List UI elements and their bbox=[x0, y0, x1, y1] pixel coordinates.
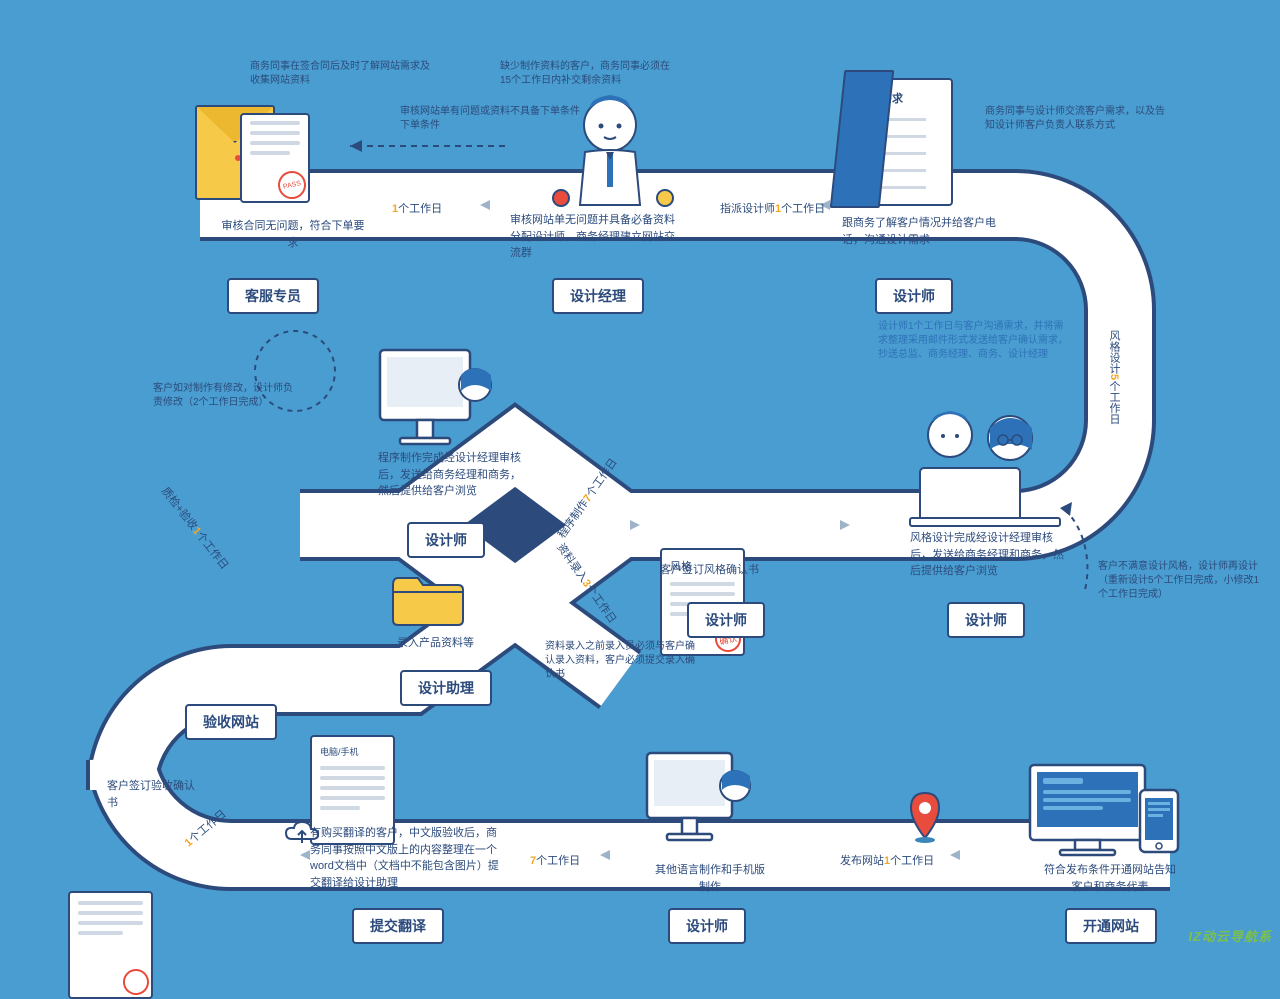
note-2: 缺少制作资料的客户，商务同事必须在15个工作日内补交剩余资料 bbox=[500, 60, 680, 88]
edge-label: 1个工作日 bbox=[392, 200, 442, 216]
desc-n4: 风格设计完成经设计经理审核后，发送给商务经理和商务，然后提供给客户浏览 bbox=[910, 530, 1065, 580]
role-n8: 提交翻译 bbox=[352, 908, 444, 944]
note-5: 客户不满意设计风格，设计师再设计（重新设计5个工作日完成，小修改1个工作日完成） bbox=[1098, 560, 1263, 602]
note-6: 客户如对制作有修改，设计师负责修改（2个工作日完成） bbox=[153, 382, 293, 410]
role-n2: 设计经理 bbox=[552, 278, 644, 314]
note-1: 审核网站单有问题或资料不具备下单条件下单条件 bbox=[400, 105, 580, 133]
note-4: 设计师1个工作日与客户沟通需求，并将需求整理采用邮件形式发送给客户确认需求，抄送… bbox=[878, 320, 1073, 362]
role-n4: 设计师 bbox=[947, 602, 1025, 638]
edge-label: 风格设计5个工作日 bbox=[1106, 330, 1122, 424]
role-n1: 客服专员 bbox=[227, 278, 319, 314]
watermark: IZ动云导航系 bbox=[1188, 926, 1272, 945]
desc-n3: 跟商务了解客户情况并给客户电话，沟通设计需求 bbox=[842, 215, 1012, 248]
role-n6b: 设计助理 bbox=[400, 670, 492, 706]
folder-illus bbox=[388, 570, 468, 635]
edge-label: 发布网站1个工作日 bbox=[840, 852, 934, 868]
role-n10: 开通网站 bbox=[1065, 908, 1157, 944]
accept-doc bbox=[68, 891, 153, 999]
desc-n6b: 录入产品资料等 bbox=[397, 635, 474, 652]
note-0: 商务同事在签合同后及时了解网站需求及收集网站资料 bbox=[250, 60, 430, 88]
role-n9: 设计师 bbox=[668, 908, 746, 944]
monitor2-illus bbox=[635, 748, 755, 858]
edge-label: 指派设计师1个工作日 bbox=[720, 200, 825, 216]
devices-illus bbox=[1025, 760, 1185, 865]
desc-n10: 符合发布条件开通网站告知客户和商务代表 bbox=[1040, 862, 1180, 895]
location-pin bbox=[905, 790, 945, 850]
monitor-illus bbox=[365, 345, 495, 460]
desc-n9: 其他语言制作和手机版制作 bbox=[650, 862, 770, 895]
contract-illus: PASS bbox=[195, 105, 275, 200]
desc-n5: 客户签订风格确认书 bbox=[660, 562, 759, 579]
desc-n8: 有购买翻译的客户，中文版验收后，商务同事按照中文版上的内容整理在一个word文档… bbox=[310, 825, 500, 891]
desc-n7: 客户签订验收确认书 bbox=[107, 778, 197, 811]
role-n7: 验收网站 bbox=[185, 704, 277, 740]
desc-n1: 审核合同无问题，符合下单要求 bbox=[218, 218, 368, 251]
note-7: 资料录入之前录入员必须与客户确认录入资料，客户必须提交录入确认书 bbox=[545, 640, 695, 682]
role-n5: 设计师 bbox=[687, 602, 765, 638]
role-n6a: 设计师 bbox=[407, 522, 485, 558]
role-n3: 设计师 bbox=[875, 278, 953, 314]
needs-doc: 客户需求 ✕ ✕ ✕ ✓ ✓ bbox=[843, 78, 953, 206]
note-3: 商务同事与设计师交流客户需求，以及告知设计师客户负责人联系方式 bbox=[985, 105, 1170, 133]
edge-label: 7个工作日 bbox=[530, 852, 580, 868]
desc-n2: 审核网站单无问题并具备必备资料分配设计师，商务经理建立网站交流群 bbox=[510, 212, 685, 262]
team-illus bbox=[900, 400, 1070, 535]
desc-n6a: 程序制作完成经设计经理审核后，发送给商务经理和商务，然后提供给客户浏览 bbox=[378, 450, 523, 500]
